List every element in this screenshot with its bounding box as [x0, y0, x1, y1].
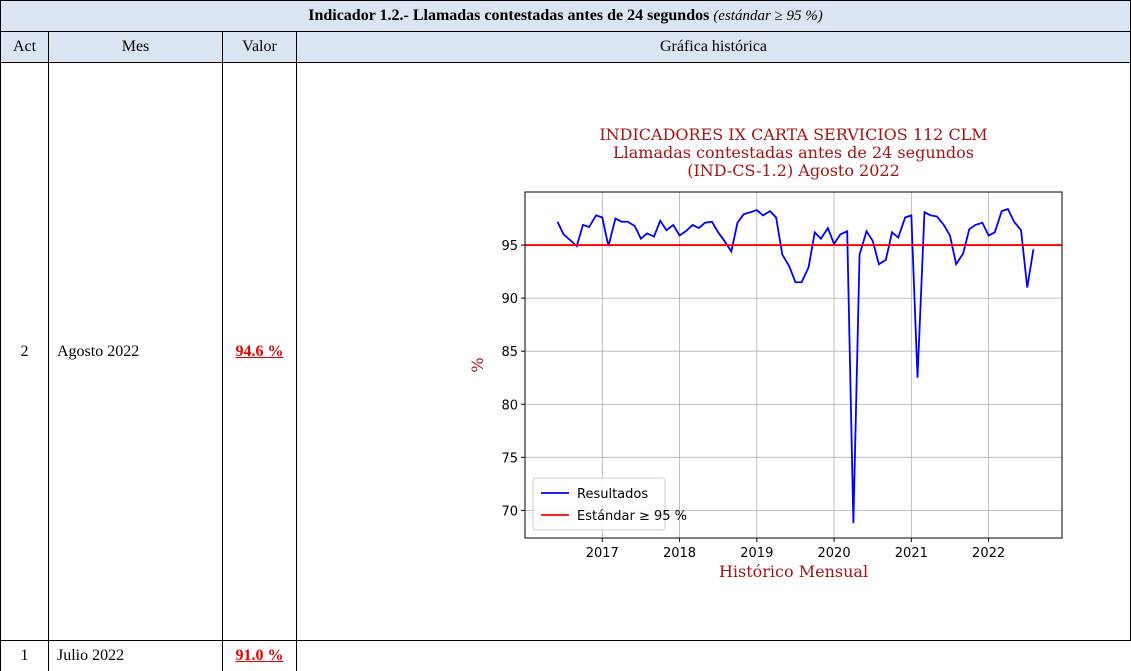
legend-label: Estándar ≥ 95 % — [577, 509, 687, 524]
act-cell: 1 — [0, 640, 49, 671]
value-cell: 94.6 % — [222, 62, 297, 641]
row: 1 Julio 2022 91.0 % — [0, 640, 1131, 671]
value-cell: 91.0 % — [222, 640, 297, 671]
data-line — [556, 207, 1035, 524]
y-tick-label: 95 — [501, 239, 518, 254]
y-tick-label: 90 — [501, 292, 518, 307]
chart-title: (IND-CS-1.2) Agosto 2022 — [687, 161, 900, 180]
header-cell: Mes — [48, 31, 223, 63]
header-cell: Valor — [222, 31, 297, 63]
title-row: Indicador 1.2.- Llamadas contestadas ant… — [0, 0, 1131, 32]
chart-title: Llamadas contestadas antes de 24 segundo… — [613, 143, 974, 162]
y-tick-label: 70 — [501, 504, 518, 519]
month-cell: Agosto 2022 — [48, 62, 223, 641]
y-tick-label: 85 — [501, 345, 518, 360]
title-cell: Indicador 1.2.- Llamadas contestadas ant… — [0, 0, 1131, 32]
chart: INDICADORES IX CARTA SERVICIOS 112 CLMLl… — [468, 125, 1063, 581]
x-tick-label: 2019 — [740, 546, 773, 561]
act-cell: 2 — [0, 62, 49, 641]
x-tick-label: 2017 — [586, 546, 619, 561]
legend-box — [532, 477, 666, 531]
table-title: Indicador 1.2.- Llamadas contestadas ant… — [308, 7, 710, 24]
plot-frame — [524, 191, 1063, 539]
x-tick-label: 2018 — [663, 546, 696, 561]
y-tick-label: 80 — [501, 398, 518, 413]
x-axis-label: Histórico Mensual — [719, 562, 868, 581]
x-tick-label: 2021 — [895, 546, 928, 561]
chart-title: INDICADORES IX CARTA SERVICIOS 112 CLM — [599, 125, 987, 144]
table-title-note: (estándar ≥ 95 %) — [713, 8, 823, 24]
legend-label: Resultados — [577, 487, 648, 502]
y-axis-label: % — [468, 357, 487, 372]
empty-cell — [296, 640, 1131, 671]
y-tick-label: 75 — [501, 451, 518, 466]
x-tick-label: 2022 — [972, 546, 1005, 561]
header-cell: Gráfica histórica — [296, 31, 1131, 63]
month-cell: Julio 2022 — [48, 640, 223, 671]
header-cell: Act — [0, 31, 49, 63]
header-row: Act Mes Valor Gráfica histórica — [0, 31, 1131, 63]
x-tick-label: 2020 — [818, 546, 851, 561]
